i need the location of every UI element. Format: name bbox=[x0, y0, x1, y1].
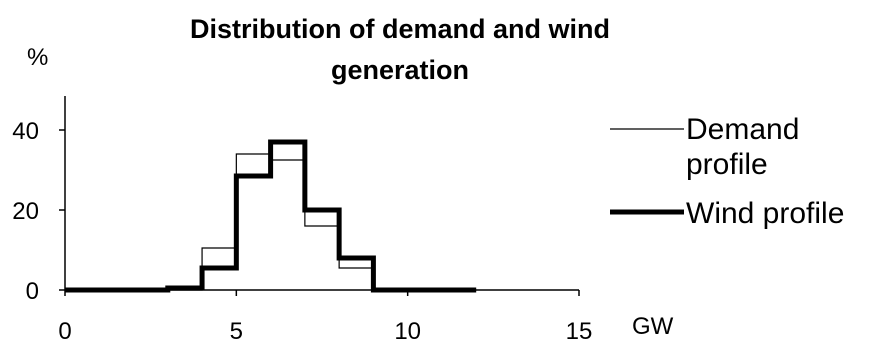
legend-label-demand-line-2: profile bbox=[686, 148, 768, 181]
x-tick-label-0: 0 bbox=[58, 318, 71, 345]
y-axis-label: % bbox=[27, 44, 49, 71]
series-1-line bbox=[65, 139, 477, 293]
y-tick-label-0: 0 bbox=[26, 278, 39, 305]
x-tick-label-15: 15 bbox=[566, 318, 593, 345]
chart-title-line-2: generation bbox=[330, 55, 470, 85]
y-tick-label-20: 20 bbox=[12, 198, 39, 225]
legend-label-wind: Wind profile bbox=[686, 197, 845, 230]
y-tick-label-40: 40 bbox=[12, 118, 39, 145]
legend-label-demand-line-1: Demand bbox=[686, 113, 800, 146]
x-tick-label-10: 10 bbox=[394, 318, 421, 345]
x-axis-label: GW bbox=[632, 313, 674, 340]
x-tick-label-5: 5 bbox=[230, 318, 243, 345]
chart-title-line-1: Distribution of demand and wind bbox=[190, 14, 610, 44]
